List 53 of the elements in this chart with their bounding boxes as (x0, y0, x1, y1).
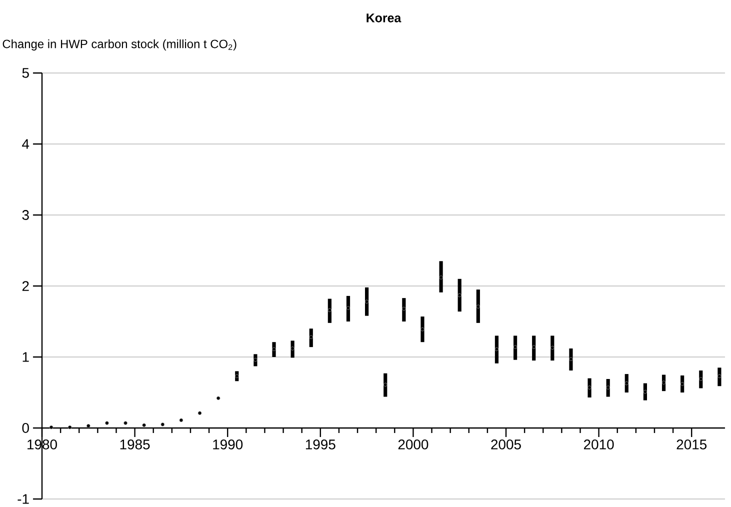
point (86, 424, 90, 428)
point (179, 418, 184, 422)
y-tick-label: 4 (22, 139, 30, 149)
point (290, 346, 294, 350)
x-tick-label: 2010 (584, 440, 614, 450)
point (569, 357, 573, 362)
x-tick-label: 1995 (306, 440, 336, 450)
point (643, 390, 648, 394)
point (680, 382, 684, 386)
point (458, 293, 462, 298)
point (328, 308, 332, 312)
point (272, 347, 276, 352)
point (606, 386, 610, 390)
point (234, 374, 239, 378)
point (68, 425, 72, 430)
point (346, 306, 350, 310)
point (364, 300, 369, 304)
point (476, 304, 480, 308)
point (160, 422, 165, 426)
x-tick-label: 1990 (213, 440, 243, 450)
point (105, 421, 109, 425)
point (254, 358, 258, 362)
point (588, 386, 592, 390)
point (216, 396, 220, 400)
point (513, 345, 518, 349)
point (309, 335, 314, 340)
x-tick-label: 2015 (676, 440, 707, 450)
y-tick-label: 0 (22, 423, 29, 433)
point (698, 377, 703, 381)
x-tick-label: 2005 (491, 440, 521, 450)
point (142, 423, 146, 428)
y-tick-label: 1 (22, 352, 29, 362)
y-tick-label: -1 (18, 494, 29, 504)
point (718, 374, 722, 378)
y-axis-title: Change in HWP carbon stock (million t CO$_{2}$) (2, 39, 236, 51)
y-tick-label: 3 (22, 210, 29, 220)
point (383, 382, 388, 387)
point (550, 346, 554, 350)
y-tick-label: 5 (22, 68, 29, 78)
point (494, 347, 499, 352)
point (662, 380, 666, 384)
point (624, 381, 629, 386)
y-tick-label: 2 (22, 281, 29, 291)
point (49, 425, 54, 430)
point (124, 421, 128, 425)
point (198, 411, 202, 415)
point (402, 306, 406, 311)
point (420, 327, 424, 332)
chart-title: Korea (366, 14, 402, 22)
point (439, 276, 443, 280)
x-tick-label: 2000 (398, 440, 428, 450)
x-tick-label: 1985 (120, 440, 150, 450)
point (532, 345, 536, 349)
